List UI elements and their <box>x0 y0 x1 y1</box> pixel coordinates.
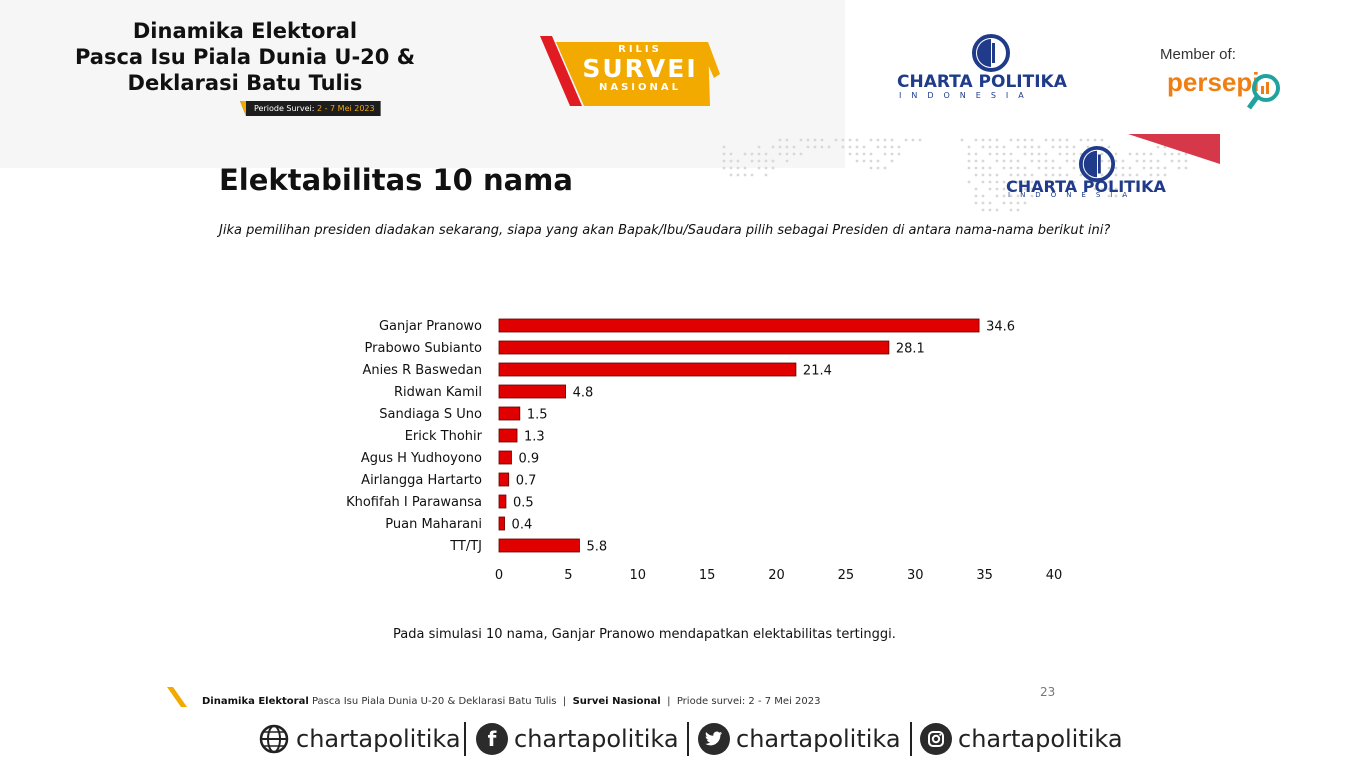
charta-politika-wordmark: CHARTA POLITIKA <box>897 72 1067 92</box>
instagram-handle: chartapolitika <box>958 725 1123 753</box>
bar <box>498 318 980 333</box>
value-label: 0.7 <box>516 474 537 489</box>
slide-logo-sub: INDONESIA <box>1008 191 1138 199</box>
value-label: 0.5 <box>513 496 534 511</box>
category-label: Ridwan Kamil <box>394 385 482 400</box>
charta-politika-logo-icon <box>972 34 1010 72</box>
x-tick-label: 10 <box>629 568 646 583</box>
slide-logo-icon <box>1078 145 1116 183</box>
bar <box>498 362 797 377</box>
category-label: Ganjar Pranowo <box>379 319 482 334</box>
chart-conclusion: Pada simulasi 10 nama, Ganjar Pranowo me… <box>393 627 896 642</box>
footer-separator-2: | <box>667 696 671 707</box>
rilis-survei-badge <box>540 36 720 106</box>
bar <box>498 406 521 421</box>
social-facebook[interactable]: f chartapolitika <box>476 722 679 756</box>
value-label: 4.8 <box>573 386 594 401</box>
category-label: Anies R Baswedan <box>362 363 482 378</box>
report-title-line-1: Dinamika Elektoral <box>132 19 358 43</box>
category-label: Airlangga Hartarto <box>361 473 482 488</box>
value-label: 28.1 <box>896 342 925 357</box>
value-label: 34.6 <box>986 320 1015 335</box>
page-number: 23 <box>1040 685 1056 699</box>
slide-title: Elektabilitas 10 nama <box>219 163 573 197</box>
badge-small-top: RILIS <box>618 44 662 55</box>
footer-text: Dinamika Elektoral Pasca Isu Piala Dunia… <box>202 696 820 707</box>
bar <box>498 516 505 531</box>
charta-politika-sub: INDONESIA <box>899 91 1034 100</box>
period-value: 2 - 7 Mei 2023 <box>316 104 375 113</box>
x-tick-label: 35 <box>976 568 993 583</box>
badge-small-bottom: NASIONAL <box>598 82 681 93</box>
x-tick-label: 20 <box>768 568 785 583</box>
bar <box>498 472 510 487</box>
bar <box>498 494 507 509</box>
period-label: Periode Survei: <box>254 104 315 113</box>
value-label: 21.4 <box>803 364 832 379</box>
bar <box>498 340 890 355</box>
social-twitter[interactable]: chartapolitika <box>698 722 901 756</box>
social-divider <box>687 722 689 756</box>
bar <box>498 384 566 399</box>
x-tick-label: 0 <box>495 568 503 583</box>
x-tick-label: 5 <box>564 568 572 583</box>
rilis-survei-text: RILIS SURVEI NASIONAL <box>565 44 715 94</box>
website-handle: chartapolitika <box>296 725 461 753</box>
electability-bar-chart: Ganjar Pranowo 34.6 Prabowo Subianto 28.1 An… <box>346 318 1063 583</box>
value-label: 5.8 <box>586 540 607 555</box>
category-label: TT/TJ <box>449 539 482 554</box>
badge-big: SURVEI <box>582 54 698 83</box>
value-label: 0.4 <box>512 518 533 533</box>
footer-separator-1: | <box>562 696 567 707</box>
social-divider <box>464 722 466 756</box>
category-label: Prabowo Subianto <box>365 341 483 356</box>
facebook-icon: f <box>476 723 508 755</box>
twitter-icon <box>698 723 730 755</box>
category-label: Agus H Yudhoyono <box>361 451 482 466</box>
value-label: 1.3 <box>524 430 545 445</box>
bar <box>498 538 580 553</box>
report-title-line-3: Deklarasi Batu Tulis <box>127 71 363 95</box>
slide-logo-wordmark: CHARTA POLITIKA <box>1006 177 1166 196</box>
category-label: Erick Thohir <box>405 429 483 444</box>
facebook-handle: chartapolitika <box>514 725 679 753</box>
x-tick-label: 40 <box>1046 568 1063 583</box>
category-label: Khofifah I Parawansa <box>346 495 482 510</box>
footer-survey-label: Survei Nasional <box>572 696 661 707</box>
survey-question: Jika pemilihan presiden diadakan sekaran… <box>219 223 1111 238</box>
bar <box>498 428 518 443</box>
social-website[interactable]: chartapolitika <box>258 722 461 756</box>
x-tick-label: 30 <box>907 568 924 583</box>
footer-accent-mark <box>167 687 187 707</box>
footer-period: Priode survei: 2 - 7 Mei 2023 <box>676 696 821 707</box>
category-label: Puan Maharani <box>385 517 482 532</box>
value-label: 1.5 <box>527 408 548 423</box>
magnifier-chart-icon <box>1246 74 1280 110</box>
social-divider <box>910 722 912 756</box>
globe-icon <box>259 724 289 754</box>
social-instagram[interactable]: chartapolitika <box>920 722 1123 756</box>
instagram-icon <box>920 723 952 755</box>
twitter-handle: chartapolitika <box>736 725 901 753</box>
persepi-logo: persepi <box>1167 67 1260 97</box>
x-tick-label: 15 <box>699 568 716 583</box>
x-tick-label: 25 <box>838 568 855 583</box>
red-corner-accent <box>1128 134 1220 164</box>
value-label: 0.9 <box>518 452 539 467</box>
footer-subtitle: Pasca Isu Piala Dunia U-20 & Deklarasi B… <box>311 696 557 707</box>
report-title-line-2: Pasca Isu Piala Dunia U-20 & <box>74 45 416 69</box>
footer-bold: Dinamika Elektoral <box>202 696 309 707</box>
bar <box>498 450 512 465</box>
category-label: Sandiaga S Uno <box>379 407 482 422</box>
report-title: Dinamika Elektoral Pasca Isu Piala Dunia… <box>60 18 430 96</box>
member-of-label: Member of: <box>1160 46 1236 63</box>
